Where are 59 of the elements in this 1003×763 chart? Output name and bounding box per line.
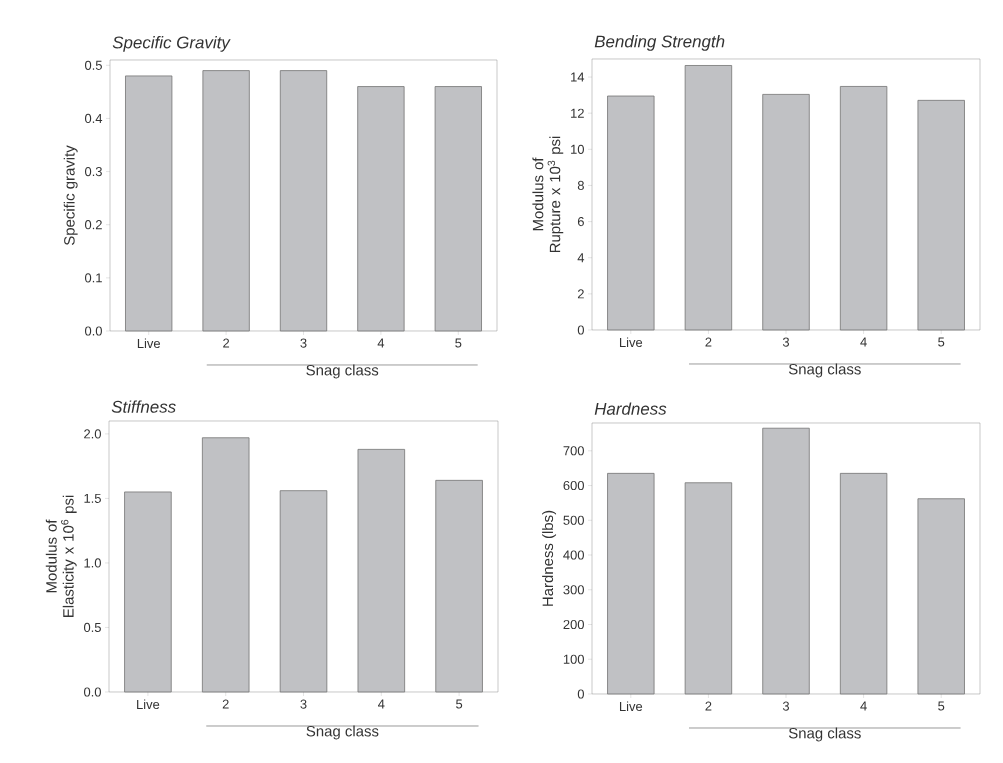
x-axis-title: Snag class xyxy=(306,725,379,740)
chart-title: Hardness xyxy=(594,402,667,415)
y-tick-label: 0.4 xyxy=(84,113,103,124)
x-tick-label: 5 xyxy=(455,338,462,348)
y-tick-label: 14 xyxy=(571,72,585,82)
y-tick-label: 10 xyxy=(571,144,584,154)
y-axis-title: Specific gravity xyxy=(63,145,78,246)
y-tick-label: 500 xyxy=(563,515,584,525)
x-tick-label: 3 xyxy=(300,699,307,709)
y-tick-label: 1.0 xyxy=(84,558,101,568)
y-tick-label: 0.0 xyxy=(84,326,102,336)
y-tick-label: 12 xyxy=(571,108,584,118)
x-tick-label: 3 xyxy=(300,338,307,348)
y-tick-label: 0.0 xyxy=(83,687,101,697)
x-tick-label: 5 xyxy=(938,701,945,711)
y-tick-label: 100 xyxy=(563,654,584,664)
chart-title: Stiffness xyxy=(111,400,176,413)
x-axis-title: Snag class xyxy=(788,363,861,378)
y-tick-label: 600 xyxy=(563,480,584,491)
x-tick-label: Live xyxy=(619,701,643,712)
y-tick-label: 0.5 xyxy=(84,60,102,70)
x-tick-label: 5 xyxy=(938,337,945,347)
y-tick-label: 2.0 xyxy=(84,429,101,439)
x-tick-label: 2 xyxy=(223,338,230,348)
y-tick-label: 4 xyxy=(577,253,585,263)
x-tick-label: Live xyxy=(619,337,643,348)
x-tick-label: 2 xyxy=(222,699,229,709)
chart-title: Specific Gravity xyxy=(112,36,231,52)
x-tick-label: 2 xyxy=(705,701,712,711)
x-tick-label: 4 xyxy=(860,701,867,711)
y-axis-title: Modulus of Elasticity x 10$^{6}$ psi xyxy=(45,495,77,617)
y-tick-label: 8 xyxy=(577,180,584,191)
x-tick-label: 3 xyxy=(782,337,790,347)
x-tick-label: 5 xyxy=(456,699,463,709)
y-tick-label: 1.5 xyxy=(84,493,101,503)
y-tick-label: 400 xyxy=(563,550,584,560)
y-axis-title: Hardness (lbs) xyxy=(542,510,557,606)
y-tick-label: 0.2 xyxy=(84,220,102,230)
y-tick-label: 2 xyxy=(577,289,584,299)
x-axis-title: Snag class xyxy=(788,727,861,742)
x-tick-label: 4 xyxy=(378,699,385,709)
x-tick-label: Live xyxy=(137,699,160,710)
y-tick-label: 0.5 xyxy=(83,622,101,633)
y-tick-label: 300 xyxy=(563,585,584,595)
y-axis-title: Modulus of Rupture x 10$^{3}$ psi xyxy=(532,136,564,253)
y-tick-label: 6 xyxy=(577,216,584,227)
y-tick-label: 200 xyxy=(563,619,584,630)
y-tick-label: 700 xyxy=(563,446,584,456)
y-tick-label: 0.1 xyxy=(84,273,102,283)
x-axis-title: Snag class xyxy=(306,364,379,379)
y-tick-label: 0 xyxy=(577,325,584,335)
y-tick-label: 0 xyxy=(577,689,584,699)
x-tick-label: 3 xyxy=(782,701,790,711)
x-tick-label: 4 xyxy=(377,338,385,348)
chart-title: Bending Strength xyxy=(594,35,725,51)
y-tick-label: 0.3 xyxy=(84,166,102,177)
x-tick-label: 2 xyxy=(705,337,712,347)
x-tick-label: 4 xyxy=(860,337,867,347)
x-tick-label: Live xyxy=(137,338,161,349)
